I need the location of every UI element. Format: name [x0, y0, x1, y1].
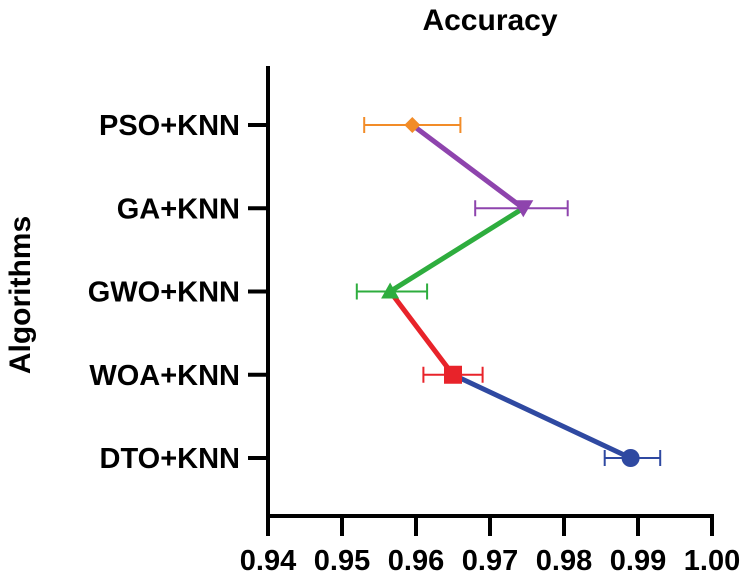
connecting-segment — [450, 372, 634, 461]
x-tick-label: 0.99 — [610, 545, 666, 574]
x-tick-label: 0.94 — [240, 545, 296, 574]
chart-title: Accuracy — [422, 4, 557, 37]
data-point-triangle-up — [381, 282, 400, 299]
x-tick-label: 1.00 — [684, 545, 740, 574]
connecting-lines — [387, 122, 634, 461]
y-axis-label: Algorithms — [4, 216, 37, 374]
y-tick-label: PSO+KNN — [99, 110, 240, 142]
data-point-triangle-down — [513, 200, 534, 218]
data-markers — [381, 117, 640, 467]
x-tick-label: 0.95 — [314, 545, 370, 574]
x-tick-label: 0.98 — [536, 545, 592, 574]
data-point-diamond — [404, 117, 421, 133]
x-ticks: 0.94 0.95 0.96 0.97 0.98 0.99 1.00 — [240, 516, 740, 574]
y-tick-label: GWO+KNN — [88, 277, 240, 309]
y-tick-label: DTO+KNN — [100, 443, 240, 475]
axes — [266, 66, 714, 518]
data-point-circle — [621, 449, 640, 467]
connecting-segment — [387, 289, 456, 378]
y-tick-label: GA+KNN — [117, 193, 240, 225]
connecting-segment — [409, 122, 526, 211]
x-tick-label: 0.97 — [462, 545, 518, 574]
data-point-square — [444, 365, 462, 384]
connecting-segment — [387, 205, 526, 294]
x-tick-label: 0.96 — [388, 545, 444, 574]
y-tick-label: WOA+KNN — [89, 360, 240, 392]
error-bars — [355, 117, 662, 466]
y-ticks: PSO+KNN GA+KNN GWO+KNN WOA+KNN DTO+KNN — [88, 110, 268, 475]
